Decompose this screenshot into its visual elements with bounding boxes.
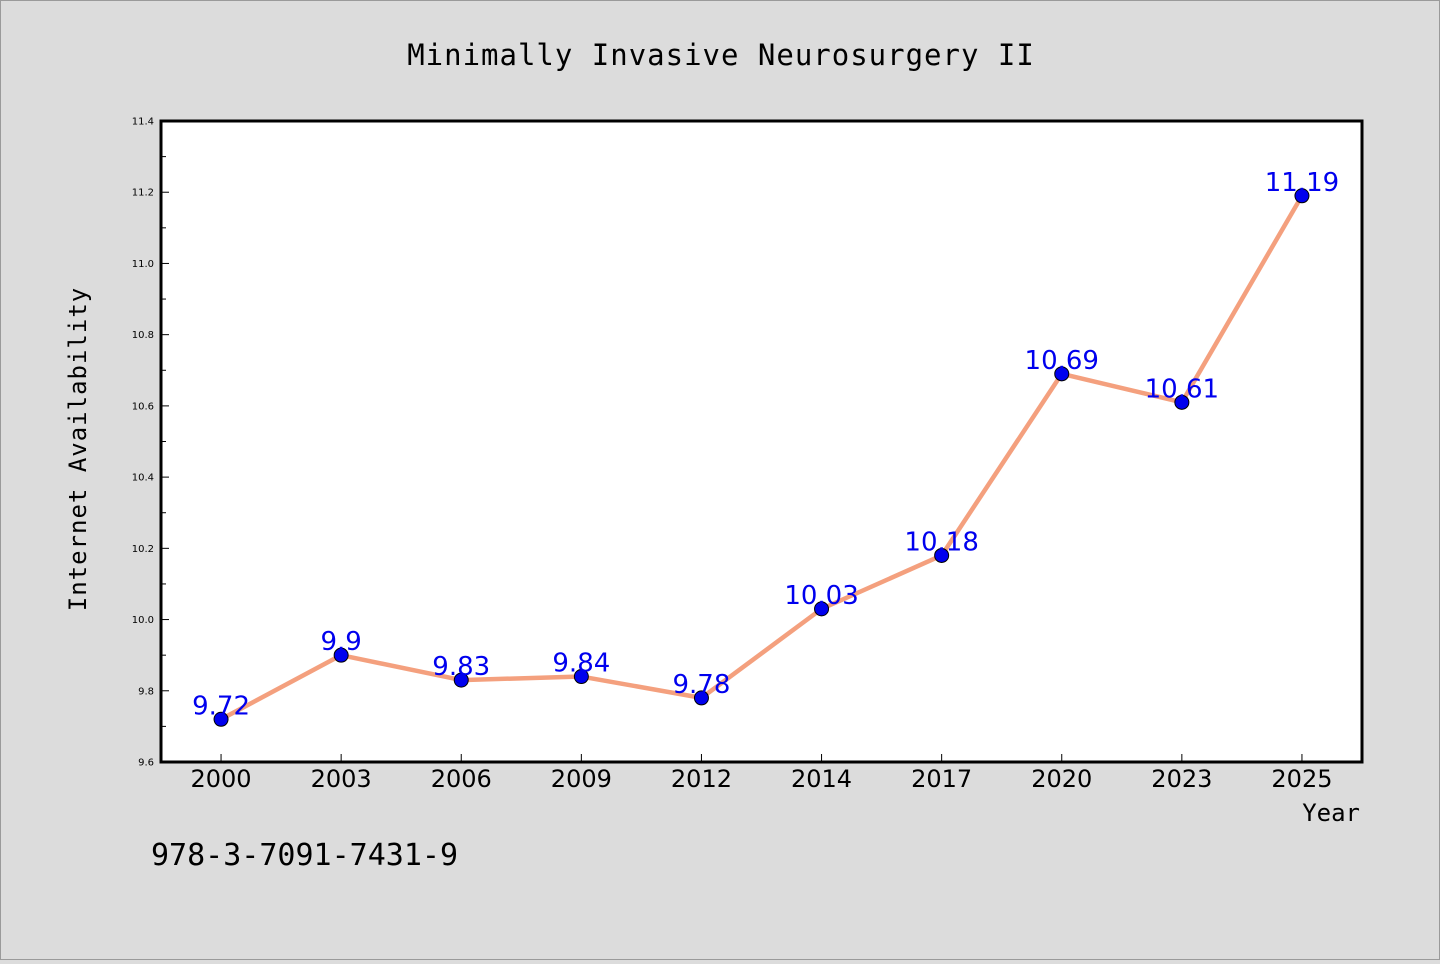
y-tick-label: 10.6 [132, 401, 154, 412]
x-tick-label: 2006 [431, 765, 492, 793]
y-axis-label: Internet Availability [64, 287, 92, 611]
y-tick-label: 11.2 [132, 188, 154, 199]
data-point [213, 711, 229, 727]
series-line-group [218, 193, 1305, 722]
data-label: 9.78 [673, 670, 731, 700]
data-point [453, 672, 469, 688]
data-labels: 9.72 9.9 9.83 9.84 9.78 10.03 10.18 10.69 10.61 1… [192, 168, 1339, 721]
y-tick-label: 10.0 [132, 615, 154, 626]
data-point [573, 669, 589, 685]
y-tick-label: 10.4 [132, 473, 154, 484]
data-label: 10.18 [904, 527, 978, 557]
x-tick-label: 2012 [671, 765, 732, 793]
data-label: 10.03 [784, 581, 858, 611]
series-line [218, 193, 1305, 722]
x-tick-label: 2020 [1031, 765, 1092, 793]
x-tick-label: 2017 [911, 765, 972, 793]
y-tick-label: 11.0 [132, 259, 154, 270]
data-label: 11.19 [1265, 168, 1339, 198]
data-label: 10.61 [1145, 374, 1219, 404]
data-point [814, 601, 830, 617]
y-tick-label: 10.8 [132, 330, 154, 341]
data-point [934, 547, 950, 563]
isbn-text: 978-3-7091-7431-9 [151, 838, 458, 873]
x-tick-label: 2023 [1151, 765, 1212, 793]
y-tick-label: 11.4 [132, 117, 154, 128]
data-point [333, 647, 349, 663]
y-tick-label: 10.2 [132, 544, 154, 555]
data-label: 9.83 [432, 652, 490, 682]
data-label: 9.84 [552, 649, 610, 679]
data-label: 9.9 [320, 627, 361, 657]
x-tick-label: 2025 [1271, 765, 1332, 793]
y-axis-ticks: 9.6 9.8 10.0 10.2 10.4 10.6 10.8 11.0 11.2 11.4 [132, 117, 169, 769]
x-tick-label: 2014 [791, 765, 852, 793]
x-tick-label: 2000 [191, 765, 252, 793]
x-tick-label: 2003 [311, 765, 372, 793]
data-point [693, 690, 709, 706]
x-axis-ticks: 2000 2003 2006 2009 2012 2014 2017 2020 2023 2025 [191, 754, 1332, 793]
data-point [1174, 394, 1190, 410]
data-label: 9.72 [192, 691, 250, 721]
x-axis-label: Year [1302, 799, 1360, 827]
data-label: 10.69 [1025, 346, 1099, 376]
y-tick-label: 9.8 [138, 686, 154, 697]
data-markers [213, 188, 1310, 727]
chart-title: Minimally Invasive Neurosurgery II [407, 38, 1035, 72]
data-point [1294, 188, 1310, 204]
x-tick-label: 2009 [551, 765, 612, 793]
data-point [1054, 366, 1070, 382]
plot-area [159, 119, 1364, 764]
y-tick-label: 9.6 [138, 758, 154, 769]
